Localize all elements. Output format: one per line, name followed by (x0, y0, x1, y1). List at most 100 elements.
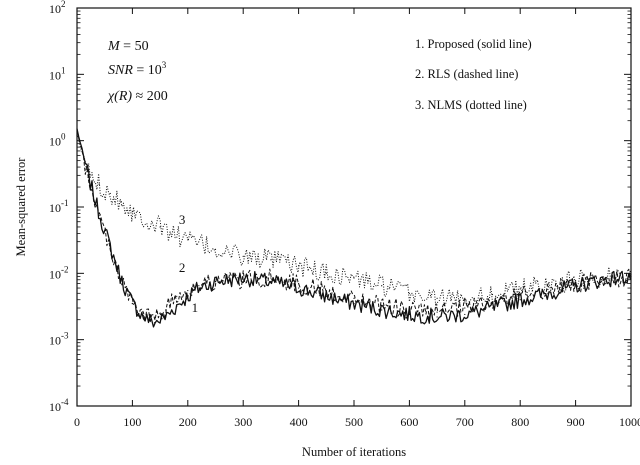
series-2-point (270, 277, 272, 279)
series-2-point (187, 289, 189, 292)
x-tick-label: 900 (567, 415, 585, 429)
x-tick-label: 400 (290, 415, 308, 429)
x-axis-label: Number of iterations (302, 445, 406, 459)
series-2-point (242, 279, 244, 281)
series-1-point (519, 299, 521, 301)
series-1-point (491, 307, 494, 309)
series-1-point (198, 287, 200, 289)
x-tick-label: 0 (74, 415, 80, 429)
curve-label-1: 1 (192, 300, 199, 315)
series-2-point (120, 279, 122, 281)
series-1-point (436, 316, 438, 318)
x-tick-label: 700 (456, 415, 474, 429)
series-line-3 (76, 133, 631, 310)
series-1-point (464, 313, 466, 316)
axis-ticks (76, 7, 632, 407)
series-3-point (436, 297, 438, 299)
legend: 1. Proposed (solid line) 2. RLS (dashed l… (415, 37, 532, 112)
series-3-point (575, 279, 577, 282)
series-2-point (630, 275, 632, 277)
series-2-point (298, 283, 300, 285)
y-tick-label: 10-4 (49, 397, 69, 414)
series-3-point (464, 297, 466, 299)
series-3-point (491, 293, 494, 296)
legend-entry: 1. Proposed (solid line) (415, 37, 532, 51)
series-2-point (547, 288, 549, 291)
series-2-point (109, 247, 111, 249)
x-tick-label: 600 (400, 415, 418, 429)
series-3-point (159, 226, 161, 228)
series-3-point (242, 255, 244, 258)
series-2-point (464, 307, 466, 309)
series-3-point (214, 248, 217, 250)
series-2-point (87, 176, 89, 178)
param-line: M = 50 (107, 39, 149, 54)
series-3-point (109, 192, 111, 195)
y-tick-labels: 10-4 10-3 10-2 10-1 100 101 102 (49, 0, 69, 414)
series-3-point (408, 292, 410, 294)
series-1-point (381, 309, 383, 311)
series-1-point (270, 281, 272, 283)
series-3-point (131, 211, 133, 213)
series-3-point (630, 274, 632, 276)
series-2-point (381, 304, 383, 306)
series-3-point (120, 201, 122, 203)
series-2-point (325, 289, 327, 292)
series-3-point (325, 272, 327, 274)
series-1-point (176, 305, 178, 307)
series-1-point (298, 287, 300, 289)
series-line-1 (76, 128, 632, 328)
y-tick-label: 10-2 (49, 264, 69, 281)
series-2-point (408, 309, 410, 311)
series-2-point (131, 302, 133, 305)
series-layer (76, 128, 632, 328)
series-2-point (602, 279, 604, 281)
series-3-point (270, 259, 272, 261)
curve-label-3: 3 (179, 212, 186, 227)
x-tick-labels: 0 100 200 300 400 500 600 700 800 900 1000 (74, 415, 640, 429)
series-1-point (76, 128, 78, 130)
curve-label-2: 2 (179, 260, 186, 275)
series-line-2 (76, 129, 631, 324)
param-line: SNR = 103 (108, 60, 167, 78)
series-1-point (325, 295, 327, 297)
parameter-annotations: M = 50 SNR = 103 χ(R) ≈ 200 (106, 39, 168, 104)
legend-entry: 3. NLMS (dotted line) (415, 98, 527, 112)
y-axis-label: Mean-squared error (14, 157, 28, 257)
series-3-point (602, 276, 604, 278)
series-3-point (381, 285, 383, 287)
y-tick-label: 10-3 (49, 331, 69, 348)
series-2-point (98, 214, 100, 216)
series-2-point (353, 297, 355, 299)
series-3-point (87, 170, 89, 172)
series-3-point (187, 239, 189, 241)
series-1-point (109, 246, 111, 248)
x-tick-label: 300 (234, 415, 252, 429)
y-tick-label: 10-1 (49, 198, 69, 215)
x-tick-label: 100 (123, 415, 141, 429)
series-3-point (519, 288, 521, 290)
curve-labels: 1 2 3 (179, 212, 198, 315)
series-2-point (436, 311, 438, 313)
legend-entry: 2. RLS (dashed line) (415, 67, 518, 81)
series-3-point (98, 183, 100, 185)
series-1-point (547, 292, 549, 294)
series-1-point (353, 302, 355, 305)
x-tick-label: 500 (345, 415, 363, 429)
series-2-point (76, 130, 78, 132)
series-2-point (153, 317, 156, 319)
series-3-point (353, 277, 355, 279)
series-2-point (519, 294, 521, 296)
param-line: χ(R) ≈ 200 (106, 89, 168, 104)
series-2-point (198, 285, 200, 287)
x-tick-label: 200 (179, 415, 197, 429)
series-3-point (76, 134, 78, 137)
y-tick-label: 100 (49, 132, 66, 149)
series-2-point (214, 281, 217, 283)
x-tick-label: 800 (511, 415, 529, 429)
series-2-point (142, 315, 145, 317)
y-tick-label: 102 (49, 0, 66, 16)
series-1-point (153, 322, 156, 324)
series-2-point (165, 309, 167, 311)
